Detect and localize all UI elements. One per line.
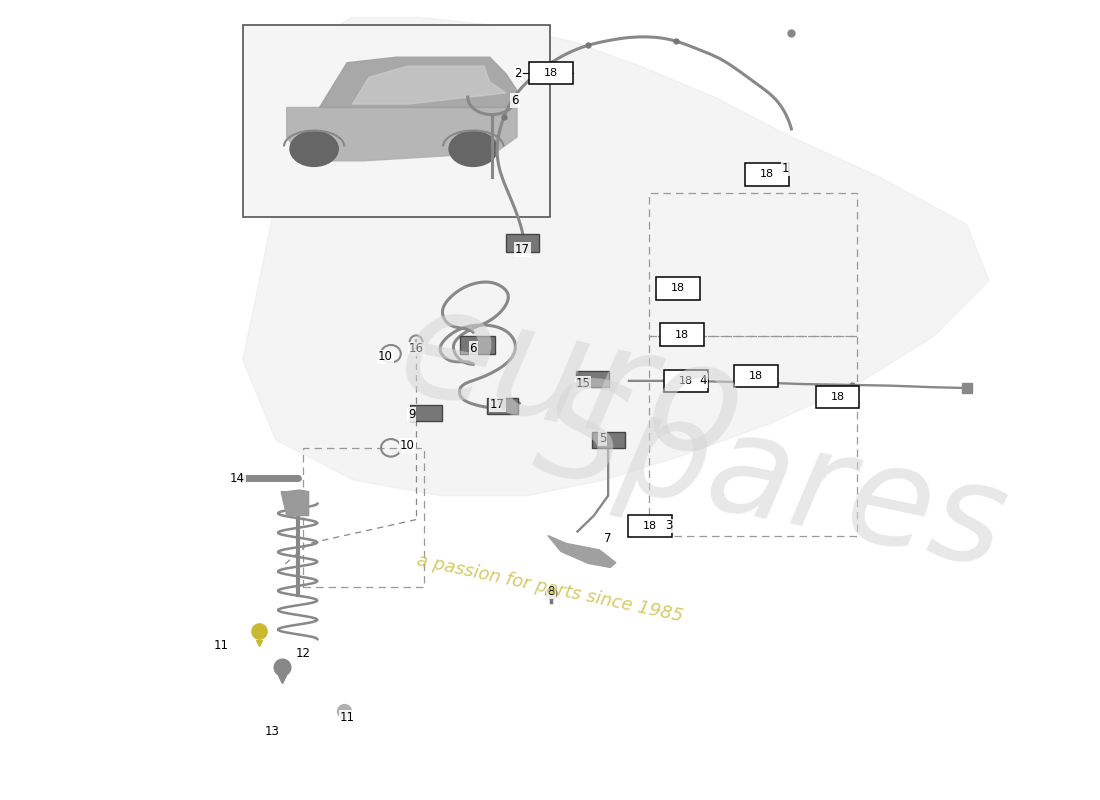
Text: 18: 18 (830, 392, 845, 402)
Bar (592, 432, 625, 448)
Text: 18: 18 (749, 371, 763, 381)
Polygon shape (287, 107, 517, 161)
Text: 9: 9 (408, 408, 416, 421)
Text: 18: 18 (674, 330, 689, 340)
Text: 11: 11 (213, 639, 229, 652)
Text: 1: 1 (782, 162, 790, 175)
Polygon shape (352, 66, 506, 104)
Text: 8: 8 (548, 585, 554, 598)
Text: 10: 10 (378, 350, 393, 363)
Text: 18: 18 (642, 521, 657, 531)
Circle shape (290, 131, 338, 166)
Text: 14: 14 (230, 473, 245, 486)
Bar (735, 365, 778, 387)
Text: 6: 6 (512, 94, 518, 106)
Circle shape (449, 131, 497, 166)
Text: Spares: Spares (522, 365, 1018, 595)
Text: a passion for parts since 1985: a passion for parts since 1985 (415, 551, 685, 625)
Text: euro: euro (387, 275, 757, 493)
Text: 3: 3 (664, 519, 672, 533)
Bar (460, 336, 495, 354)
Bar (664, 370, 708, 392)
Text: 16: 16 (408, 342, 424, 355)
Bar (657, 278, 701, 299)
Text: 7: 7 (604, 532, 612, 546)
Polygon shape (243, 18, 989, 496)
Text: 13: 13 (265, 725, 279, 738)
Text: 4: 4 (700, 374, 707, 387)
Text: 15: 15 (575, 377, 591, 390)
Text: 18: 18 (679, 376, 693, 386)
Text: 17: 17 (490, 398, 505, 411)
Text: 10: 10 (400, 439, 415, 452)
Bar (576, 371, 609, 387)
Text: 12: 12 (296, 647, 310, 660)
Polygon shape (282, 490, 309, 515)
Polygon shape (320, 57, 517, 107)
Bar (243, 26, 550, 217)
Text: 18: 18 (671, 283, 685, 294)
Text: 6: 6 (470, 342, 477, 354)
Bar (506, 234, 539, 252)
Bar (487, 398, 518, 414)
Bar (746, 163, 789, 186)
Text: 17: 17 (515, 243, 530, 256)
Bar (409, 405, 442, 421)
Text: 18: 18 (544, 68, 558, 78)
Polygon shape (548, 535, 616, 567)
Text: 2: 2 (515, 66, 521, 80)
Bar (660, 323, 704, 346)
Bar (628, 515, 672, 537)
Text: 18: 18 (760, 170, 774, 179)
Text: 11: 11 (340, 710, 354, 724)
Bar (529, 62, 573, 84)
Text: 5: 5 (600, 432, 606, 445)
Bar (815, 386, 859, 408)
